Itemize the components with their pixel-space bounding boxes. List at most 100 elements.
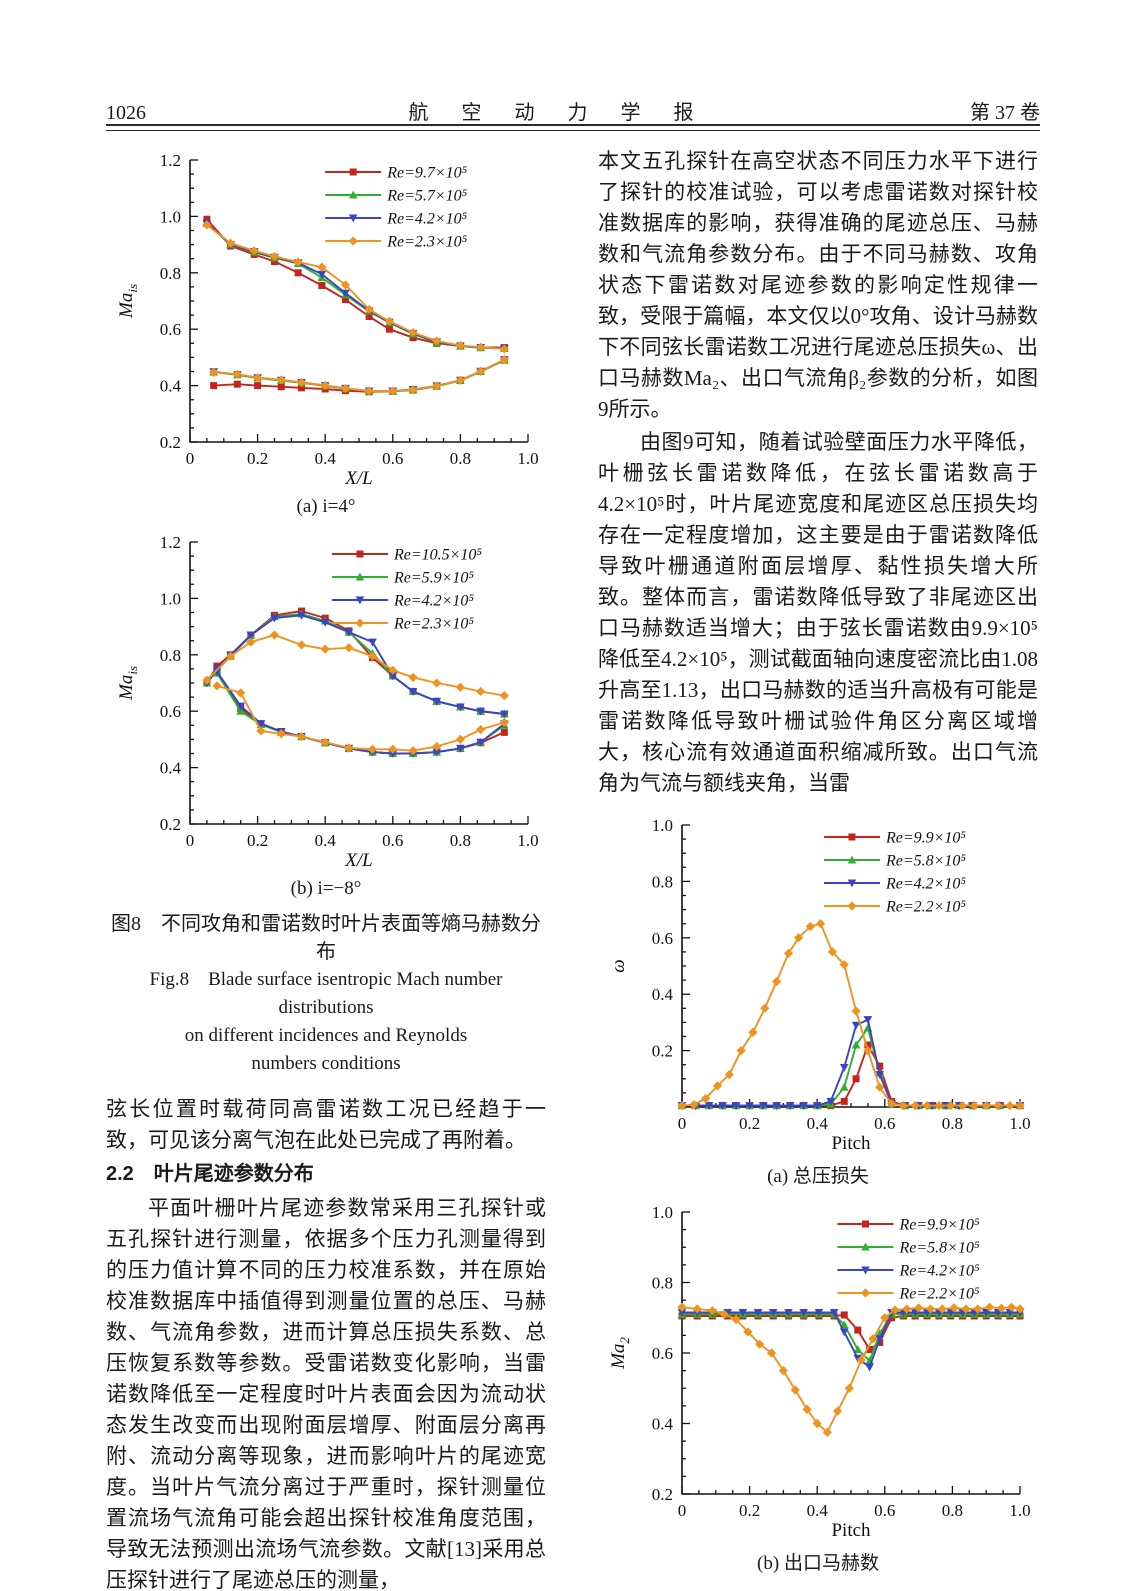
fig8-caption-en-line2: on different incidences and Reynolds (184, 1025, 468, 1046)
fig8b-chart: 0 0.2 0.4 0.6 0.8 1.0 0.2 0.4 0.6 0.8 1.0 1.2 X/L Mai… (110, 528, 542, 876)
svg-text:0.6: 0.6 (652, 929, 673, 948)
svg-text:0: 0 (186, 449, 195, 468)
svg-text:Re=9.7×10⁵: Re=9.7×10⁵ (386, 165, 467, 182)
svg-text:0.4: 0.4 (652, 985, 674, 1004)
figure-9a: 0 0.2 0.4 0.6 0.8 1.0 0.2 0.4 0.6 0.8 1.0 Pitch ω Re=… (602, 811, 1034, 1188)
svg-text:Mais: Mais (116, 666, 140, 701)
svg-text:0: 0 (678, 1114, 687, 1133)
header-rule (106, 124, 1040, 131)
fig8a-caption: (a) i=4° (296, 496, 356, 517)
svg-text:0.2: 0.2 (160, 815, 181, 834)
svg-text:0.8: 0.8 (160, 264, 181, 283)
svg-text:ω: ω (608, 959, 629, 972)
svg-text:Re=4.2×10⁵: Re=4.2×10⁵ (898, 1263, 979, 1280)
svg-text:0.2: 0.2 (160, 433, 181, 452)
svg-text:0.6: 0.6 (874, 1114, 895, 1133)
svg-text:Re=2.3×10⁵: Re=2.3×10⁵ (393, 616, 474, 633)
svg-text:0.4: 0.4 (160, 377, 182, 396)
svg-text:0: 0 (186, 831, 195, 850)
figure-8b: 0 0.2 0.4 0.6 0.8 1.0 0.2 0.4 0.6 0.8 1.0 1.2 X/L Mai… (110, 528, 542, 900)
svg-text:Re=5.9×10⁵: Re=5.9×10⁵ (393, 570, 474, 587)
svg-text:0.2: 0.2 (652, 1485, 673, 1504)
figure-8a: 0 0.2 0.4 0.6 0.8 1.0 0.2 0.4 0.6 0.8 1.0 1.2 X/L Mai… (110, 146, 542, 518)
svg-text:X/L: X/L (344, 850, 372, 871)
svg-text:0.8: 0.8 (450, 831, 471, 850)
svg-text:0.6: 0.6 (160, 702, 181, 721)
fig8-caption-cn: 图8 不同攻角和雷诺数时叶片表面等熵马赫数分布 (111, 913, 541, 963)
fig9a-chart: 0 0.2 0.4 0.6 0.8 1.0 0.2 0.4 0.6 0.8 1.0 Pitch ω Re=… (602, 811, 1034, 1159)
fig8a-chart: 0 0.2 0.4 0.6 0.8 1.0 0.2 0.4 0.6 0.8 1.0 1.2 X/L Mai… (110, 146, 542, 494)
svg-text:0.4: 0.4 (652, 1415, 674, 1434)
svg-text:Re=5.8×10⁵: Re=5.8×10⁵ (898, 1240, 979, 1257)
svg-text:0.4: 0.4 (807, 1114, 829, 1133)
page-number: 1026 (106, 102, 146, 124)
svg-text:0.4: 0.4 (807, 1501, 829, 1520)
left-paragraph-1: 弦长位置时载荷同高雷诺数工况已经趋于一致，可见该分离气泡在此处已完成了再附着。 (106, 1097, 546, 1152)
fig8-caption-en-line3: numbers conditions (251, 1053, 401, 1074)
svg-text:0.8: 0.8 (942, 1501, 963, 1520)
fig9b-chart: 0 0.2 0.4 0.6 0.8 1.0 0.2 0.4 0.6 0.8 1.0 Pitch Ma2 R… (602, 1198, 1034, 1546)
svg-text:Pitch: Pitch (831, 1133, 871, 1154)
svg-text:0.4: 0.4 (160, 759, 182, 778)
svg-text:1.0: 1.0 (652, 816, 673, 835)
svg-text:0.8: 0.8 (942, 1114, 963, 1133)
svg-text:Re=9.9×10⁵: Re=9.9×10⁵ (885, 830, 966, 847)
svg-text:Mais: Mais (116, 284, 140, 319)
journal-title: 航 空 动 力 学 报 (408, 102, 708, 124)
right-column: 本文五孔探针在高空状态不同压力水平下进行了探针的校准试验，可以考虑雷诺数对探针校… (598, 146, 1038, 1585)
svg-text:Ma2: Ma2 (608, 1337, 632, 1370)
svg-text:X/L: X/L (344, 468, 372, 489)
svg-text:0.6: 0.6 (874, 1501, 895, 1520)
figure-8-caption-block: 图8 不同攻角和雷诺数时叶片表面等熵马赫数分布 Fig.8 Blade surf… (106, 910, 546, 1078)
svg-text:Re=2.3×10⁵: Re=2.3×10⁵ (386, 234, 467, 251)
volume-label: 第 37 卷 (970, 102, 1040, 124)
svg-text:1.0: 1.0 (652, 1203, 673, 1222)
svg-text:0: 0 (678, 1501, 687, 1520)
svg-text:0.2: 0.2 (652, 1042, 673, 1061)
svg-text:Re=4.2×10⁵: Re=4.2×10⁵ (393, 593, 474, 610)
svg-text:Re=2.2×10⁵: Re=2.2×10⁵ (898, 1286, 979, 1303)
svg-text:0.6: 0.6 (382, 831, 403, 850)
svg-text:0.6: 0.6 (652, 1344, 673, 1363)
svg-text:Re=4.2×10⁵: Re=4.2×10⁵ (386, 211, 467, 228)
svg-text:0.2: 0.2 (247, 449, 268, 468)
svg-text:0.2: 0.2 (739, 1501, 760, 1520)
svg-text:0.8: 0.8 (160, 646, 181, 665)
svg-text:1.0: 1.0 (1009, 1501, 1030, 1520)
svg-text:Re=5.7×10⁵: Re=5.7×10⁵ (386, 188, 467, 205)
fig8b-svg: 0 0.2 0.4 0.6 0.8 1.0 0.2 0.4 0.6 0.8 1.0 1.2 X/L Mai… (116, 533, 539, 871)
fig9a-caption: (a) 总压损失 (767, 1166, 869, 1187)
right-paragraph-1: 本文五孔探针在高空状态不同压力水平下进行了探针的校准试验，可以考虑雷诺数对探针校… (598, 149, 1038, 421)
svg-text:Pitch: Pitch (831, 1520, 871, 1541)
svg-text:0.6: 0.6 (382, 449, 403, 468)
svg-text:0.8: 0.8 (652, 1274, 673, 1293)
svg-text:1.0: 1.0 (517, 449, 538, 468)
svg-text:Re=9.9×10⁵: Re=9.9×10⁵ (898, 1217, 979, 1234)
fig9b-svg: 0 0.2 0.4 0.6 0.8 1.0 0.2 0.4 0.6 0.8 1.0 Pitch Ma2 R… (608, 1203, 1031, 1541)
svg-text:Re=4.2×10⁵: Re=4.2×10⁵ (885, 876, 966, 893)
svg-text:0.4: 0.4 (315, 831, 337, 850)
svg-text:Re=10.5×10⁵: Re=10.5×10⁵ (393, 547, 482, 564)
right-paragraph-2: 由图9可知，随着试验壁面压力水平降低，叶栅弦长雷诺数降低，在弦长雷诺数高于4.2… (598, 430, 1038, 795)
fig9a-svg: 0 0.2 0.4 0.6 0.8 1.0 0.2 0.4 0.6 0.8 1.0 Pitch ω Re=… (608, 816, 1031, 1154)
svg-text:Re=2.2×10⁵: Re=2.2×10⁵ (885, 899, 966, 916)
svg-text:1.0: 1.0 (160, 589, 181, 608)
fig8a-svg: 0 0.2 0.4 0.6 0.8 1.0 0.2 0.4 0.6 0.8 1.0 1.2 X/L Mai… (116, 151, 539, 489)
section-heading-2-2: 2.2 叶片尾迹参数分布 (106, 1163, 314, 1185)
left-column: 0 0.2 0.4 0.6 0.8 1.0 0.2 0.4 0.6 0.8 1.0 1.2 X/L Mai… (106, 146, 546, 1591)
svg-text:1.0: 1.0 (1009, 1114, 1030, 1133)
fig8b-caption: (b) i=−8° (290, 878, 362, 899)
figure-9b: 0 0.2 0.4 0.6 0.8 1.0 0.2 0.4 0.6 0.8 1.0 Pitch Ma2 R… (602, 1198, 1034, 1575)
fig8-caption-en-line1: Fig.8 Blade surface isentropic Mach numb… (149, 969, 503, 1018)
svg-text:0.2: 0.2 (247, 831, 268, 850)
svg-text:1.0: 1.0 (517, 831, 538, 850)
svg-text:1.2: 1.2 (160, 151, 181, 170)
left-paragraph-2: 平面叶栅叶片尾迹参数常采用三孔探针或五孔探针进行测量，依据多个压力孔测量得到的压… (106, 1196, 546, 1591)
svg-text:1.2: 1.2 (160, 533, 181, 552)
svg-text:0.8: 0.8 (450, 449, 471, 468)
svg-text:0.8: 0.8 (652, 872, 673, 891)
svg-text:0.6: 0.6 (160, 320, 181, 339)
page-header: 1026 航 空 动 力 学 报 第 37 卷 (106, 96, 1040, 125)
svg-text:1.0: 1.0 (160, 207, 181, 226)
